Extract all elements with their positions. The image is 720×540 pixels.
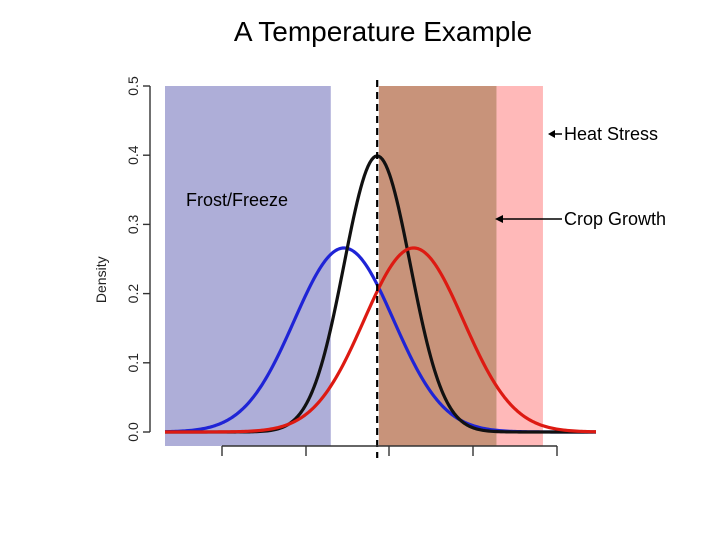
y-tick-label: 0.2 <box>125 284 141 304</box>
y-tick-label: 0.5 <box>125 76 141 96</box>
region-frost-freeze <box>165 86 331 446</box>
crop-growth-arrowhead <box>495 215 503 223</box>
crop-growth-label: Crop Growth <box>564 209 666 229</box>
heat-stress-arrowhead <box>548 130 555 138</box>
y-axis-label: Density <box>93 256 109 303</box>
y-tick-label: 0.4 <box>125 145 141 165</box>
y-tick-label: 0.0 <box>125 422 141 442</box>
frost-freeze-label: Frost/Freeze <box>186 190 288 210</box>
chart-title: A Temperature Example <box>233 16 533 47</box>
shaded-regions <box>165 86 543 446</box>
density-curve-3 <box>165 246 597 434</box>
density-curves <box>164 154 597 434</box>
heat-stress-label: Heat Stress <box>564 124 658 144</box>
region-heat-stress <box>496 86 543 446</box>
y-tick-label: 0.1 <box>125 353 141 373</box>
annotations: Heat Stress Crop Growth Frost/Freeze <box>186 124 666 229</box>
axes: 0.0 0.1 0.2 0.3 0.4 0.5 Density <box>93 76 558 456</box>
y-tick-label: 0.3 <box>125 214 141 234</box>
